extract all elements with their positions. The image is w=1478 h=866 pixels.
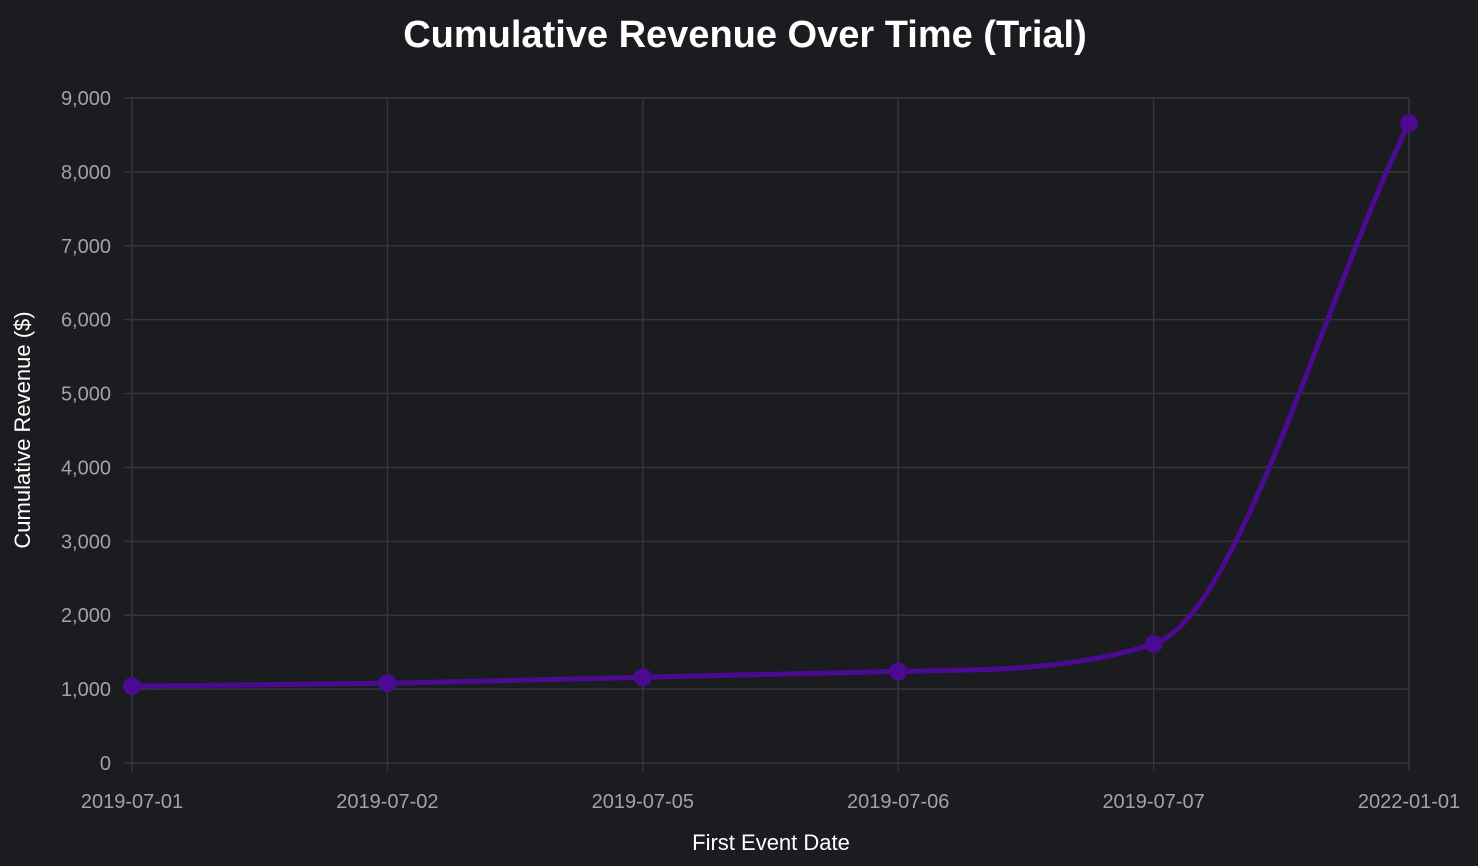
x-tick-label: 2019-07-07 <box>1102 791 1204 813</box>
x-tick-label: 2019-07-01 <box>81 791 183 813</box>
data-point <box>634 668 652 686</box>
y-tick-label: 8,000 <box>61 162 111 184</box>
y-axis-label: Cumulative Revenue ($) <box>10 311 35 548</box>
y-tick-label: 0 <box>100 753 111 775</box>
x-tick-label: 2019-07-06 <box>847 791 949 813</box>
x-tick-label: 2019-07-02 <box>336 791 438 813</box>
x-tick-label: 2019-07-05 <box>592 791 694 813</box>
y-tick-label: 4,000 <box>61 457 111 479</box>
y-tick-label: 9,000 <box>61 88 111 110</box>
data-point <box>378 674 396 692</box>
grid-layer <box>132 98 1409 763</box>
y-tick-label: 6,000 <box>61 310 111 332</box>
x-axis-label: First Event Date <box>692 830 850 855</box>
y-tick-label: 5,000 <box>61 384 111 406</box>
y-tick-label: 7,000 <box>61 236 111 258</box>
x-tick-label: 2022-01-01 <box>1358 791 1460 813</box>
data-point <box>889 662 907 680</box>
chart-title: Cumulative Revenue Over Time (Trial) <box>403 14 1087 56</box>
y-tick-label: 2,000 <box>61 605 111 627</box>
axis-layer: 0 1,000 2,000 3,000 4,000 5,000 6,000 7,000 8,00… <box>61 88 1460 813</box>
y-tick-label: 1,000 <box>61 679 111 701</box>
y-tick-label: 3,000 <box>61 531 111 553</box>
data-point <box>1145 635 1163 653</box>
series-line <box>132 123 1409 686</box>
data-point <box>123 677 141 695</box>
series-layer <box>123 114 1418 695</box>
data-point <box>1400 114 1418 132</box>
